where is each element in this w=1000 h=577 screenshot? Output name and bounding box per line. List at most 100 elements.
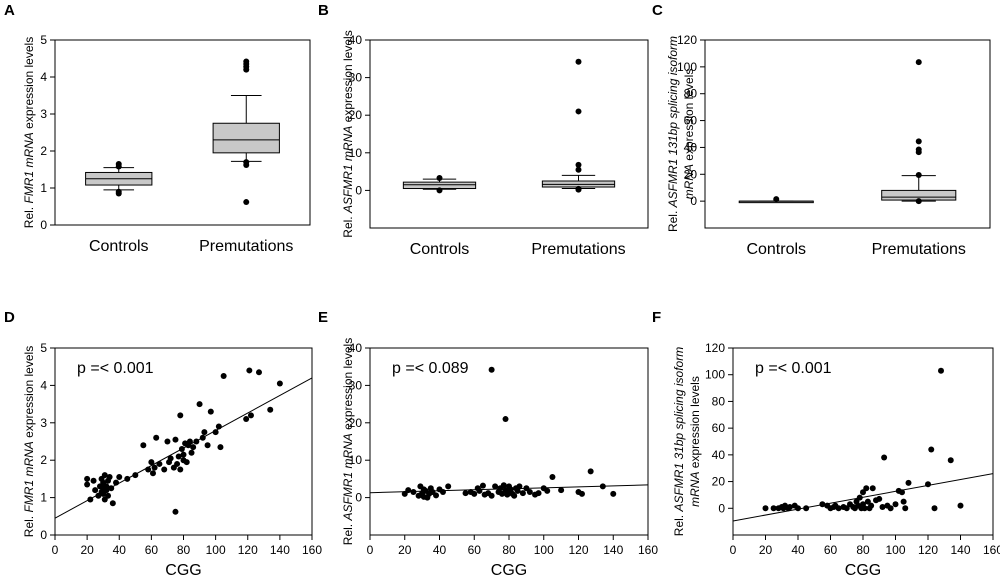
axis-title-part: Rel. bbox=[666, 207, 680, 232]
x-tick-label: 140 bbox=[270, 543, 290, 557]
scatter-point bbox=[215, 423, 222, 430]
y-tick-label: 40 bbox=[349, 341, 363, 355]
scatter-point bbox=[175, 453, 182, 460]
scatter-point bbox=[479, 482, 486, 489]
y-tick-label: 0 bbox=[690, 194, 697, 208]
outlier-point bbox=[575, 108, 582, 115]
axis-title-part: expression levels bbox=[341, 338, 355, 433]
scatter-point bbox=[116, 474, 123, 481]
y-tick-label: 4 bbox=[40, 70, 47, 84]
category-label: Premutations bbox=[199, 238, 293, 255]
category-label: Controls bbox=[746, 241, 806, 258]
y-tick-label: 20 bbox=[349, 108, 363, 122]
scatter-point bbox=[246, 367, 253, 374]
outlier-point bbox=[243, 199, 250, 206]
scatter-point bbox=[856, 494, 863, 501]
scatter-point bbox=[770, 505, 777, 512]
x-tick-label: 20 bbox=[398, 543, 412, 557]
scatter-point bbox=[124, 475, 131, 482]
scatter-point bbox=[153, 434, 160, 441]
x-tick-label: 100 bbox=[206, 543, 226, 557]
scatter-point bbox=[243, 416, 250, 423]
scatter-point bbox=[217, 444, 224, 451]
scatter-point bbox=[177, 466, 184, 473]
outlier-point bbox=[243, 159, 250, 166]
scatter-point bbox=[101, 472, 108, 479]
scatter-point bbox=[549, 474, 556, 481]
scatter-point bbox=[84, 475, 91, 482]
category-label: Controls bbox=[410, 241, 470, 258]
scatter-point bbox=[174, 460, 181, 467]
axis-title-part: ASFMR1 131bp splicing isoform bbox=[666, 36, 680, 208]
scatter-point bbox=[905, 479, 912, 486]
panel-d: D 0 1 2 3 4 5 Rel. FMR1 mRNA expression levels 0… bbox=[4, 309, 322, 577]
scatter-point bbox=[544, 487, 551, 494]
scatter-point bbox=[140, 442, 147, 449]
y-tick-label: 1 bbox=[40, 181, 47, 195]
panel-letter: B bbox=[318, 2, 329, 19]
scatter-point bbox=[186, 438, 193, 445]
scatter-point bbox=[188, 449, 195, 456]
scatter-point bbox=[599, 483, 606, 490]
axis-title-part: ASFMR1 31bp splicing isoform bbox=[672, 347, 686, 513]
outlier-point bbox=[575, 161, 582, 168]
axis-title-part: Rel. bbox=[22, 513, 36, 538]
scatter-point bbox=[247, 412, 254, 419]
scatter-point bbox=[869, 485, 876, 492]
scatter-point bbox=[843, 505, 850, 512]
x-tick-label: 100 bbox=[534, 543, 554, 557]
scatter-point bbox=[887, 505, 894, 512]
scatter-point bbox=[103, 483, 110, 490]
x-tick-label: 120 bbox=[238, 543, 258, 557]
y-axis-title: Rel. ASFMR1 131bp splicing isoform bbox=[666, 36, 680, 232]
y-tick-label: 20 bbox=[684, 167, 698, 181]
scatter-point bbox=[476, 487, 483, 494]
scatter-point bbox=[87, 496, 94, 503]
outlier-point bbox=[915, 198, 922, 205]
scatter-point bbox=[108, 485, 115, 492]
x-tick-label: 80 bbox=[502, 543, 516, 557]
scatter-point bbox=[876, 495, 883, 502]
scatter-point bbox=[488, 366, 495, 373]
y-tick-label: 10 bbox=[349, 146, 363, 160]
scatter-point bbox=[151, 464, 158, 471]
y-tick-label: 60 bbox=[684, 114, 698, 128]
x-tick-label: 0 bbox=[52, 543, 59, 557]
scatter-point bbox=[860, 489, 866, 496]
y-tick-label: 40 bbox=[684, 140, 698, 154]
y-tick-label: 30 bbox=[349, 71, 363, 85]
scatter-point bbox=[587, 468, 594, 475]
y-tick-label: 3 bbox=[40, 416, 47, 430]
scatter-point bbox=[931, 505, 938, 512]
axis-title-part: Rel. bbox=[22, 204, 36, 229]
scatter-point bbox=[201, 429, 208, 436]
y-axis-title: Rel. FMR1 mRNA expression levels bbox=[22, 346, 36, 537]
scatter-point bbox=[167, 455, 174, 462]
y-tick-label: 60 bbox=[712, 421, 726, 435]
scatter-point bbox=[864, 498, 871, 505]
y-axis-title-line2: mRNA expression levels bbox=[682, 69, 696, 200]
panel-letter: C bbox=[652, 2, 663, 19]
axis-title-part: expression levels bbox=[688, 376, 702, 471]
scatter-point bbox=[786, 503, 793, 510]
outlier-point bbox=[115, 188, 122, 195]
panel-letter: A bbox=[4, 2, 15, 19]
plot-frame bbox=[704, 39, 991, 229]
y-tick-label: 80 bbox=[684, 87, 698, 101]
axis-title-part: expression levels bbox=[22, 37, 36, 132]
x-tick-label: 40 bbox=[433, 543, 447, 557]
scatter-point bbox=[92, 487, 99, 494]
y-axis-title: Rel. ASFMR1 31bp splicing isoform bbox=[672, 347, 686, 536]
x-axis-title: CGG bbox=[165, 562, 201, 577]
scatter-point bbox=[795, 505, 801, 512]
scatter-point bbox=[892, 501, 899, 508]
outlier-point bbox=[243, 58, 250, 65]
y-tick-label: 80 bbox=[712, 394, 726, 408]
scatter-point bbox=[511, 492, 518, 499]
scatter-point bbox=[220, 373, 227, 380]
scatter-point bbox=[172, 436, 179, 443]
y-tick-label: 40 bbox=[712, 448, 726, 462]
scatter-point bbox=[558, 487, 565, 494]
y-tick-label: 0 bbox=[718, 501, 725, 515]
